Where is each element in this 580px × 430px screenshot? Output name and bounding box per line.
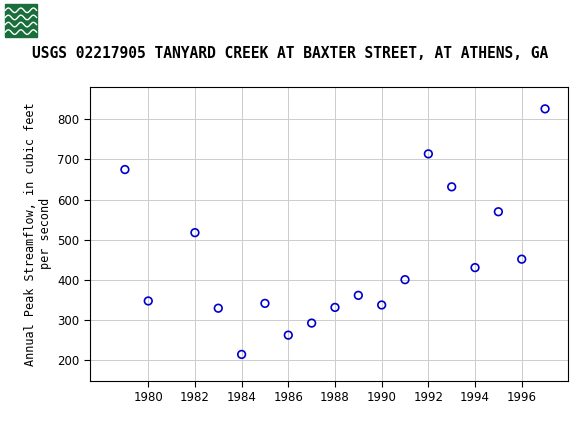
Point (541, 105, 550, 112)
Text: USGS: USGS (45, 12, 100, 30)
Point (447, 183, 456, 190)
FancyBboxPatch shape (5, 4, 37, 37)
Point (284, 332, 293, 338)
Point (237, 351, 246, 358)
Point (331, 304, 340, 311)
Text: USGS 02217905 TANYARD CREEK AT BAXTER STREET, AT ATHENS, GA: USGS 02217905 TANYARD CREEK AT BAXTER ST… (32, 46, 548, 61)
FancyBboxPatch shape (3, 3, 81, 40)
Point (307, 319, 316, 326)
Point (260, 300, 270, 307)
Point (354, 292, 363, 299)
Point (144, 298, 153, 304)
Point (377, 301, 386, 308)
Point (424, 150, 433, 157)
Point (190, 229, 200, 236)
Point (213, 305, 223, 312)
Point (400, 276, 409, 283)
Point (470, 264, 480, 271)
Point (120, 166, 129, 173)
Point (517, 256, 527, 263)
Y-axis label: Annual Peak Streamflow, in cubic feet
per second: Annual Peak Streamflow, in cubic feet pe… (24, 102, 52, 366)
Point (494, 208, 503, 215)
